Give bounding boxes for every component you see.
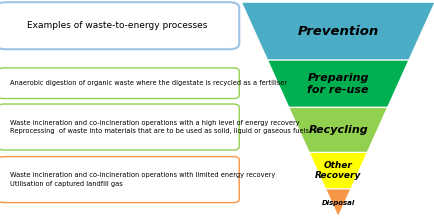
FancyBboxPatch shape [0,2,239,49]
FancyBboxPatch shape [0,104,239,150]
Text: Prevention: Prevention [297,25,378,38]
Polygon shape [309,152,366,189]
FancyBboxPatch shape [0,157,239,203]
Polygon shape [241,2,434,60]
Text: Disposal: Disposal [321,200,354,206]
Text: Anaerobic digestion of organic waste where the digestate is recycled as a fertil: Anaerobic digestion of organic waste whe… [10,80,286,86]
Text: Waste incineration and co-incineration operations with limited energy recovery
U: Waste incineration and co-incineration o… [10,172,274,187]
Text: Examples of waste-to-energy processes: Examples of waste-to-energy processes [27,21,207,30]
Text: Preparing
for re-use: Preparing for re-use [307,73,368,95]
Polygon shape [325,189,350,217]
Text: Other
Recovery: Other Recovery [314,161,361,180]
Text: Recycling: Recycling [308,125,367,135]
Polygon shape [288,107,387,152]
Text: Waste incineration and co-incineration operations with a high level of energy re: Waste incineration and co-incineration o… [10,120,308,134]
Polygon shape [267,60,408,107]
FancyBboxPatch shape [0,68,239,99]
